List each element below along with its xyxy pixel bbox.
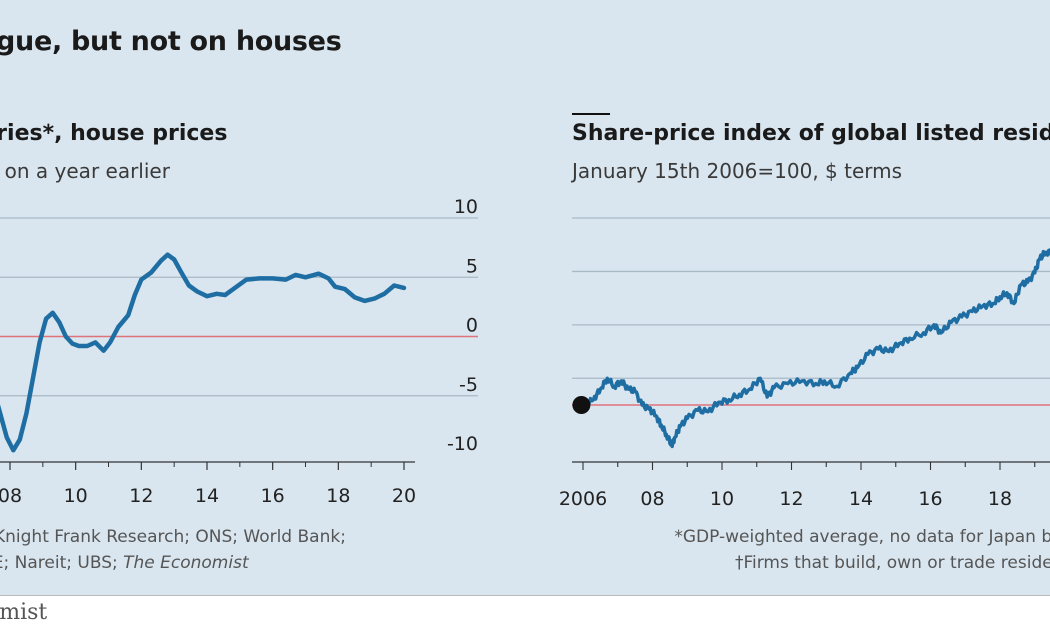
right-chart-subtitle: January 15th 2006=100, $ terms (572, 159, 903, 183)
left-x-tick-label: 20 (392, 485, 416, 507)
left-y-tick-label: 0 (466, 315, 478, 337)
left-x-tick-label: 18 (326, 485, 350, 507)
right-x-tick-label: 14 (849, 488, 873, 510)
left-x-tick-label: 10 (64, 485, 88, 507)
brand-logo: omist (0, 600, 48, 625)
left-x-tick-label: 12 (129, 485, 153, 507)
brand-divider (0, 595, 1050, 596)
right-x-tick-label: 2006 (559, 488, 607, 510)
chart-canvas: 10 5 0 -5 -10 08 10 12 14 16 18 20 2006 08 10 12 14 16 18 (0, 196, 1050, 510)
left-x-tick-label: 14 (195, 485, 219, 507)
left-chart-title: ntries*, house prices (0, 121, 228, 146)
left-y-tick-label: -5 (459, 374, 478, 396)
left-y-tick-label: 10 (454, 196, 478, 218)
source-note-line-2: SE; Nareit; UBS; The Economist (0, 553, 249, 573)
left-y-tick-label: 5 (466, 255, 478, 277)
headline: gue, but not on houses (0, 26, 342, 57)
footnote-dagger: †Firms that build, own or trade resident… (734, 553, 1050, 573)
right-series-line (582, 248, 1050, 449)
right-start-marker (572, 396, 591, 414)
left-chart-subtitle: e on a year earlier (0, 159, 170, 183)
right-x-tick-label: 10 (710, 488, 734, 510)
right-x-tick-label: 12 (779, 488, 803, 510)
right-x-tick-label: 16 (918, 488, 942, 510)
left-x-tick-label: 08 (0, 485, 22, 507)
chart-panel: 10 5 0 -5 -10 08 10 12 14 16 18 20 2006 08 10 12 14 16 18 … (0, 0, 1050, 595)
title-rule (572, 113, 610, 115)
source-note-publication: The Economist (123, 553, 249, 573)
right-x-tick-label: 08 (640, 488, 664, 510)
source-note-sources: SE; Nareit; UBS; (0, 553, 118, 573)
right-x-tick-label: 18 (988, 488, 1012, 510)
left-x-tick-label: 16 (261, 485, 285, 507)
left-y-tick-label: -10 (447, 433, 478, 455)
source-note-line-1: Knight Frank Research; ONS; World Bank; (0, 527, 346, 547)
right-chart-title: Share-price index of global listed resid… (572, 121, 1050, 146)
left-series-line (0, 252, 407, 453)
footnote-asterisk: *GDP-weighted average, no data for Japan… (674, 527, 1050, 547)
